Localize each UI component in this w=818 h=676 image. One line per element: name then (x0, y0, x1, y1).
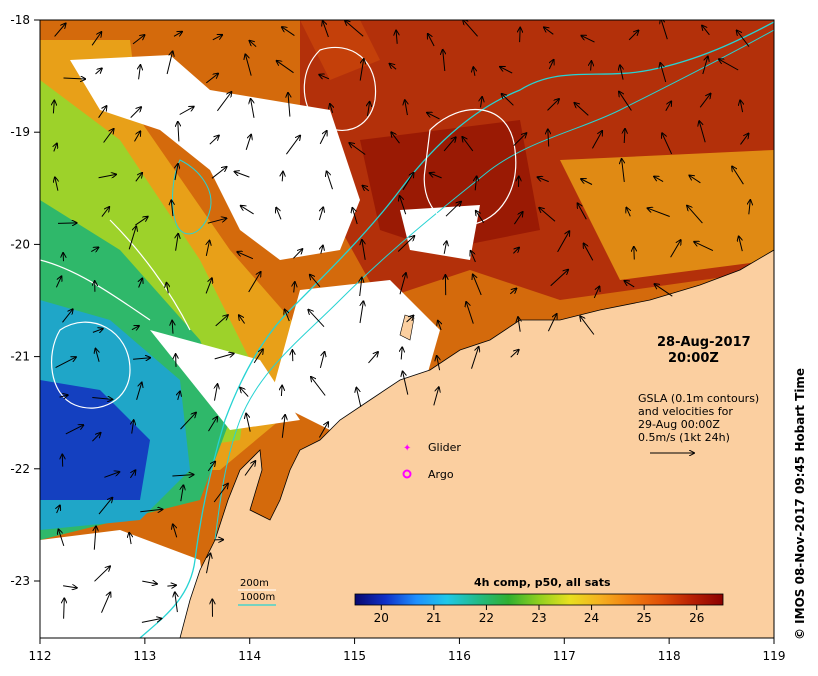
colorbar-title: 4h comp, p50, all sats (474, 576, 611, 589)
lon-tick-label: 116 (448, 649, 471, 663)
gsla-note-line: GSLA (0.1m contours) (638, 392, 759, 405)
lon-tick-label: 118 (658, 649, 681, 663)
colorbar-tick-label: 22 (479, 611, 494, 625)
colorbar-tick-label: 23 (531, 611, 546, 625)
argo-label: Argo (428, 468, 454, 481)
time-label: 20:00Z (668, 351, 719, 366)
lat-tick-label: -23 (10, 574, 30, 588)
lat-tick-label: -22 (10, 462, 30, 476)
colorbar-tick-label: 25 (637, 611, 652, 625)
lon-tick-label: 119 (763, 649, 786, 663)
credit-label: © IMOS 08-Nov-2017 09:45 Hobart Time (793, 368, 807, 640)
velocity-arrow (58, 223, 77, 224)
colorbar-tick-label: 21 (426, 611, 441, 625)
lat-tick-label: -18 (10, 13, 30, 27)
glider-label: Glider (428, 441, 461, 454)
colorbar-tick-label: 20 (374, 611, 389, 625)
lat-tick-label: -19 (10, 125, 30, 139)
colorbar (355, 594, 723, 605)
lat-tick-label: -21 (10, 350, 30, 364)
lon-tick-label: 113 (133, 649, 156, 663)
lat-axis: -18 -19 -20 -21 -22 -23 (10, 13, 40, 588)
gsla-note-line: 29-Aug 00:00Z (638, 418, 720, 431)
velocity-arrow (634, 247, 635, 260)
depth-200-label: 200m (240, 578, 269, 589)
lon-axis: 112 113 114 115 116 117 118 119 (29, 638, 786, 663)
glider-marker: ✦ (403, 443, 411, 454)
colorbar-tick-label: 26 (689, 611, 704, 625)
lat-tick-label: -20 (10, 237, 30, 251)
velocity-arrow (281, 386, 282, 396)
lon-tick-label: 112 (29, 649, 52, 663)
velocity-arrow (520, 28, 521, 42)
lon-tick-label: 115 (343, 649, 366, 663)
colorbar-tick-label: 24 (584, 611, 599, 625)
date-label: 28-Aug-2017 (657, 335, 751, 350)
lon-tick-label: 114 (238, 649, 261, 663)
lon-tick-label: 117 (553, 649, 576, 663)
map-area[interactable]: ✦ (40, 19, 774, 638)
depth-1000-label: 1000m (240, 592, 275, 603)
gsla-note-line: and velocities for (638, 405, 733, 418)
velocity-arrow (64, 598, 65, 618)
gsla-note-line: 0.5m/s (1kt 24h) (638, 431, 730, 444)
